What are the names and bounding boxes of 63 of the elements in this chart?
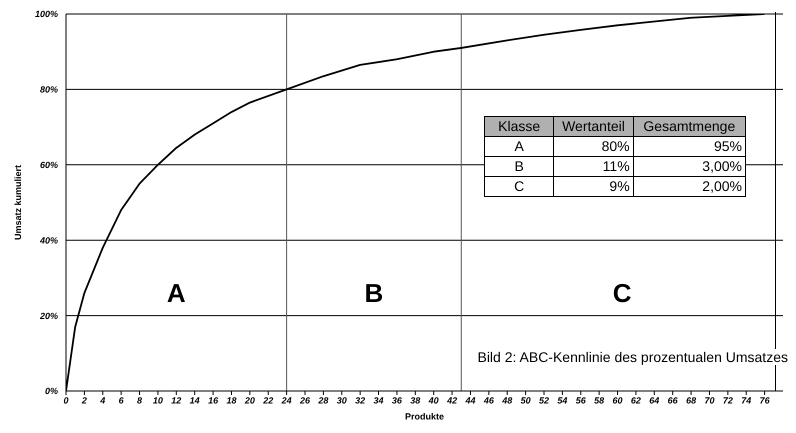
annotation: Gesamtmenge [633, 116, 746, 136]
x-tick-label: 26 [298, 395, 311, 406]
annotation: 11% [554, 156, 634, 176]
annotation: C [612, 278, 632, 308]
x-tick-label: 56 [576, 395, 587, 406]
annotation: Bild 2: ABC-Kennlinie des prozentualen Umsatzes [477, 349, 788, 365]
x-tick-label: 70 [704, 395, 714, 406]
x-tick-label: 68 [686, 395, 696, 406]
x-tick-label: 40 [428, 395, 439, 406]
y-tick-label: 20% [38, 310, 58, 321]
annotation: 9% [554, 176, 634, 196]
x-tick-label: 64 [649, 395, 660, 406]
annotation: 80% [554, 136, 634, 156]
x-tick-label: 36 [392, 395, 403, 406]
x-tick-label: 76 [760, 395, 771, 406]
x-tick-label: 50 [520, 395, 531, 406]
x-tick-label: 12 [171, 395, 182, 406]
x-tick-label: 38 [410, 395, 420, 406]
x-tick-label: 28 [317, 395, 328, 406]
x-tick-label: 32 [355, 395, 366, 406]
x-tick-label: 72 [722, 395, 733, 406]
x-tick-label: 60 [612, 395, 623, 406]
annotation: B [484, 156, 554, 176]
x-tick-label: 46 [482, 395, 495, 406]
x-tick-label: 18 [226, 395, 236, 406]
annotation: 2,00% [633, 176, 746, 196]
y-tick-label: 100% [34, 9, 58, 20]
x-tick-label: 10 [152, 395, 163, 406]
x-tick-label: 62 [630, 395, 641, 406]
x-tick-label: 8 [137, 395, 142, 406]
annotation: C [484, 176, 554, 196]
x-tick-label: 22 [262, 395, 274, 406]
x-tick-label: 30 [336, 395, 347, 406]
y-tick-label: 0% [44, 386, 58, 396]
x-tick-label: 16 [208, 395, 220, 406]
x-tick-label: 4 [99, 395, 106, 406]
annotation: Wertanteil [554, 116, 634, 136]
x-tick-label: 54 [557, 395, 568, 406]
x-tick-label: 44 [464, 395, 476, 406]
y-axis-title: Umsatz kumuliert [13, 164, 24, 240]
x-tick-label: 48 [501, 395, 512, 406]
x-tick-label: 52 [538, 395, 550, 406]
y-tick-label: 80% [40, 84, 58, 95]
annotation: A [166, 278, 186, 308]
annotation: B [364, 278, 384, 308]
y-tick-label: 60% [40, 160, 58, 170]
annotation: A [484, 136, 554, 156]
x-tick-label: 42 [446, 395, 458, 406]
x-tick-label: 34 [374, 395, 384, 406]
x-axis-title: Produkte [404, 411, 444, 422]
x-tick-label: 24 [280, 395, 292, 406]
x-tick-label: 6 [118, 395, 125, 406]
x-tick-label: 14 [190, 395, 200, 406]
annotation: Klasse [484, 116, 554, 136]
x-tick-label: 58 [594, 395, 604, 406]
x-tick-label: 74 [741, 395, 752, 406]
x-tick-label: 20 [244, 395, 255, 406]
x-tick-label: 0 [63, 395, 69, 406]
x-tick-label: 2 [80, 395, 87, 406]
annotation: 95% [633, 136, 746, 156]
x-tick-label: 66 [668, 395, 679, 406]
y-tick-label: 40% [38, 235, 58, 246]
annotation: 3,00% [633, 156, 746, 176]
